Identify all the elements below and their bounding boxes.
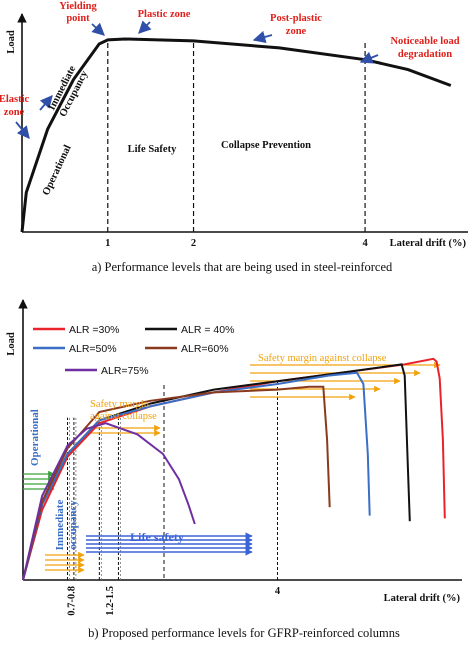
panel-a: Load Lateral drift (%) 1 2 4 Yielding point… bbox=[0, 1, 468, 274]
series-line-4 bbox=[22, 422, 196, 581]
series-line-2 bbox=[22, 371, 371, 581]
label-plastic-zone: Plastic zone bbox=[138, 9, 191, 20]
panel-a-ylabel: Load bbox=[6, 30, 17, 54]
arrow-degradation-icon bbox=[359, 51, 379, 64]
panel-b-xlabel: Lateral drift (%) bbox=[384, 593, 461, 604]
zone-life-safety: Life Safety bbox=[128, 144, 177, 155]
panel-a-tick-label: 2 bbox=[191, 238, 196, 249]
legend-label: ALR=60% bbox=[181, 343, 229, 355]
arrow-elastic-icon bbox=[15, 121, 30, 139]
arrow-yielding-icon bbox=[91, 22, 105, 36]
panel-b-tick-label: 0.7-0.8 bbox=[67, 586, 78, 616]
zone-collapse-prevention: Collapse Prevention bbox=[221, 140, 311, 151]
legend-label: ALR =30% bbox=[69, 324, 120, 336]
panel-b: Load Lateral drift (%) 0.7-0.8 1.2-1.5 4 A… bbox=[6, 299, 462, 640]
arrow-post-plastic-icon bbox=[252, 30, 273, 44]
arrow-plastic-icon bbox=[138, 20, 152, 34]
zone-life-safety-b: Life safety bbox=[130, 530, 184, 544]
label-noticeable-load-degradation: Noticeable load degradation bbox=[390, 36, 459, 60]
label-elastic-zone: Elastic zone bbox=[0, 94, 29, 118]
panel-a-tick-label: 4 bbox=[362, 238, 368, 249]
legend: ALR =30% ALR = 40% ALR=50% ALR=60% ALR=75% bbox=[33, 324, 234, 377]
panel-a-xlabel: Lateral drift (%) bbox=[390, 238, 467, 249]
legend-label: ALR=50% bbox=[69, 343, 117, 355]
zone-operational: Operational bbox=[41, 143, 74, 197]
annotation-safety-margin-big: Safety margin against collapse bbox=[258, 353, 387, 364]
panel-b-ylabel: Load bbox=[6, 332, 17, 356]
label-yielding-point: Yielding point bbox=[59, 1, 97, 24]
zone-operational-b: Operational bbox=[29, 409, 41, 466]
legend-label: ALR = 40% bbox=[181, 324, 234, 336]
panel-a-tick-label: 1 bbox=[105, 238, 110, 249]
panel-b-caption: b) Proposed performance levels for GFRP-… bbox=[88, 626, 400, 640]
panel-a-load-curve bbox=[20, 37, 452, 233]
legend-label: ALR=75% bbox=[101, 365, 149, 377]
annotation-safety-margin-small: Safety margin against collapse bbox=[90, 399, 157, 422]
panel-b-tick-label: 1.2-1.5 bbox=[105, 586, 116, 616]
zone-immediate-occupancy-b: Immediateoccupancy bbox=[54, 500, 79, 551]
panel-b-tick-label: 4 bbox=[275, 586, 281, 597]
series-line-3 bbox=[22, 385, 331, 581]
panel-a-caption: a) Performance levels that are being use… bbox=[92, 260, 393, 274]
label-post-plastic-zone: Post-plastic zone bbox=[270, 13, 322, 37]
arrow-elastic2-icon bbox=[39, 95, 53, 111]
